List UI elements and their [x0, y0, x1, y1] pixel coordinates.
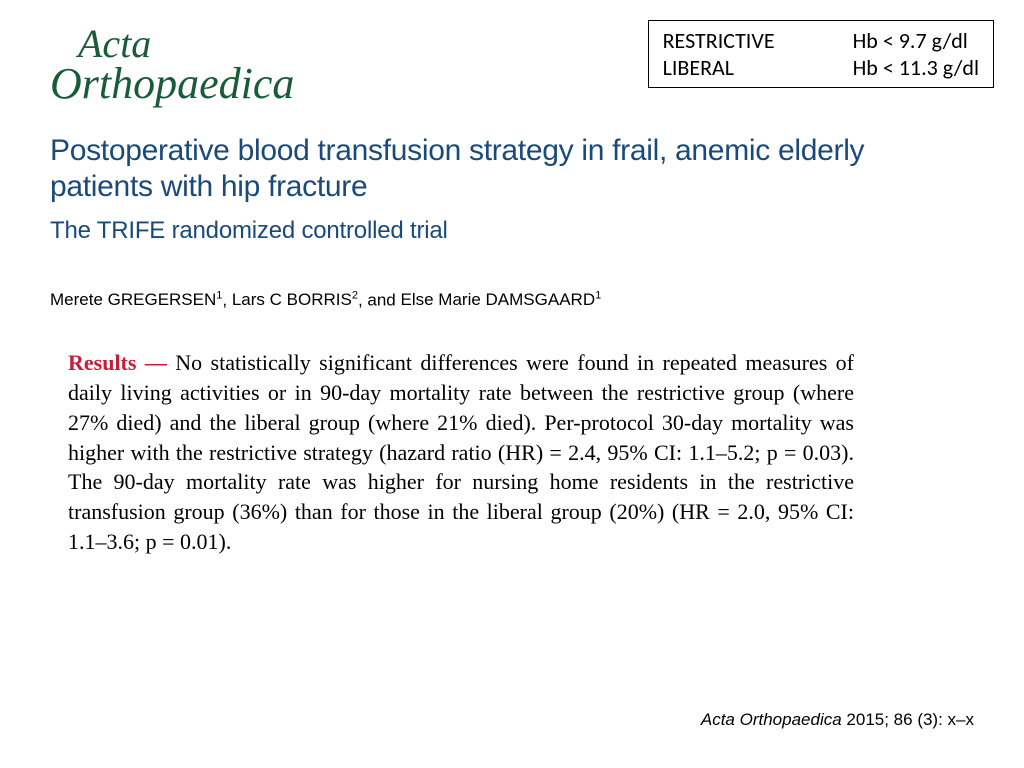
- results-body: No statistically significant differences…: [68, 350, 854, 553]
- threshold-label-restrictive: RESTRICTIVE: [663, 27, 793, 54]
- citation-footer: Acta Orthopaedica 2015; 86 (3): x–x: [701, 710, 974, 730]
- threshold-label-liberal: LIBERAL: [663, 54, 793, 81]
- article-title: Postoperative blood transfusion strategy…: [50, 133, 974, 205]
- threshold-value-liberal: Hb < 11.3 g/dl: [853, 54, 979, 81]
- threshold-row-restrictive: RESTRICTIVE Hb < 9.7 g/dl: [663, 27, 979, 54]
- threshold-value-restrictive: Hb < 9.7 g/dl: [853, 27, 968, 54]
- citation-year-vol: 2015; 86 (3): x–x: [846, 710, 974, 729]
- author-3: Else Marie DAMSGAARD1: [401, 290, 602, 309]
- threshold-definitions-box: RESTRICTIVE Hb < 9.7 g/dl LIBERAL Hb < 1…: [648, 20, 994, 88]
- threshold-row-liberal: LIBERAL Hb < 11.3 g/dl: [663, 54, 979, 81]
- citation-journal: Acta Orthopaedica: [701, 710, 842, 729]
- author-2: Lars C BORRIS2: [232, 290, 358, 309]
- article-subtitle: The TRIFE randomized controlled trial: [50, 217, 974, 245]
- results-label: Results —: [68, 350, 167, 375]
- author-1: Merete GREGERSEN1: [50, 290, 222, 309]
- authors-list: Merete GREGERSEN1, Lars C BORRIS2, and E…: [50, 290, 974, 311]
- results-paragraph: Results — No statistically significant d…: [50, 348, 974, 556]
